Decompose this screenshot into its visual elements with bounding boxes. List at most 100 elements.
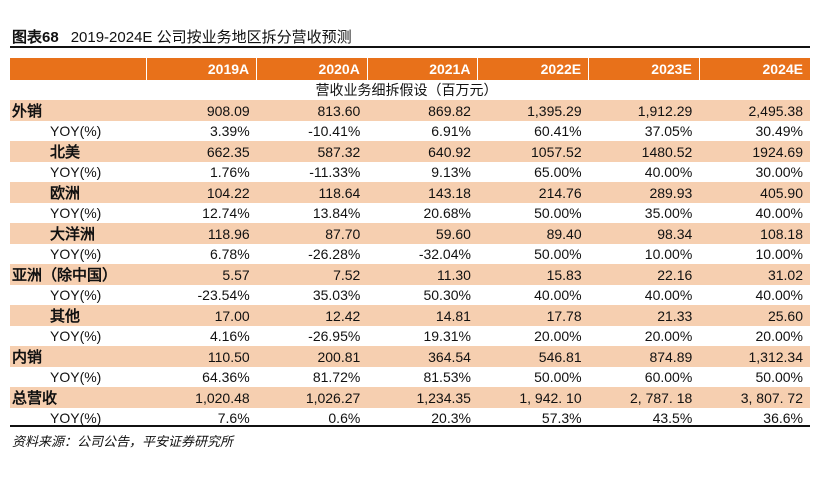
table-cell: 40.00% xyxy=(588,285,700,305)
table-cell: 87.70 xyxy=(256,223,368,244)
table-cell: 40.00% xyxy=(699,285,810,305)
table-cell: 40.00% xyxy=(477,285,589,305)
table-cell: 0.6% xyxy=(256,408,368,428)
table-cell: 20.3% xyxy=(367,408,478,428)
table-cell: -26.95% xyxy=(256,326,368,346)
table-cell: 37.05% xyxy=(588,121,700,141)
region-row: 总营收 1,020.48 1,026.27 1,234.35 1, 942. 10 2, … xyxy=(10,387,810,408)
table-cell: 35.00% xyxy=(588,203,700,223)
top-rule xyxy=(10,46,810,48)
table-cell: 7.6% xyxy=(146,408,257,428)
table-cell: 12.74% xyxy=(146,203,257,223)
table-cell: 60.00% xyxy=(588,367,700,387)
table-cell: 9.13% xyxy=(367,162,478,182)
table-cell: 1,395.29 xyxy=(477,100,589,121)
table-cell: 35.03% xyxy=(256,285,368,305)
table-cell: 20.00% xyxy=(588,326,700,346)
table-cell: 14.81 xyxy=(367,305,478,326)
yoy-row: YOY(%) 3.39% -10.41% 6.91% 60.41% 37.05% 30.49… xyxy=(10,121,810,141)
row-label: YOY(%) xyxy=(10,162,146,182)
header-2023e: 2023E xyxy=(588,58,700,80)
row-label: 北美 xyxy=(10,141,146,162)
table-cell: 59.60 xyxy=(367,223,478,244)
table-cell: 20.68% xyxy=(367,203,478,223)
yoy-row: YOY(%) -23.54% 35.03% 50.30% 40.00% 40.00% 40.… xyxy=(10,285,810,305)
revenue-forecast-table: 2019A 2020A 2021A 2022E 2023E 2024E 营收业务… xyxy=(10,58,810,428)
table-cell: 6.91% xyxy=(367,121,478,141)
bottom-rule xyxy=(10,425,810,427)
table-cell: 1057.52 xyxy=(477,141,589,162)
table-cell: 60.41% xyxy=(477,121,589,141)
table-cell: 214.76 xyxy=(477,182,589,203)
row-label: YOY(%) xyxy=(10,203,146,223)
table-cell: 30.49% xyxy=(699,121,810,141)
table-cell: 104.22 xyxy=(146,182,257,203)
table-cell: 31.02 xyxy=(699,264,810,285)
table-cell: 10.00% xyxy=(699,244,810,264)
table-cell: 40.00% xyxy=(699,203,810,223)
table-cell: 3.39% xyxy=(146,121,257,141)
header-corner-cell xyxy=(10,58,147,80)
table-cell: 405.90 xyxy=(699,182,810,203)
region-row: 外销 908.09 813.60 869.82 1,395.29 1,912.29 2,49… xyxy=(10,100,810,121)
row-label: 总营收 xyxy=(10,387,146,408)
yoy-row: YOY(%) 4.16% -26.95% 19.31% 20.00% 20.00% 20.0… xyxy=(10,326,810,346)
figure-title-text: 2019-2024E 公司按业务地区拆分营收预测 xyxy=(70,29,352,46)
header-2019a: 2019A xyxy=(146,58,258,80)
table-cell: 17.00 xyxy=(146,305,257,326)
region-row: 其他 17.00 12.42 14.81 17.78 21.33 25.60 xyxy=(10,305,810,326)
table-cell: 57.3% xyxy=(477,408,589,428)
table-cell: 3, 807. 72 xyxy=(699,387,810,408)
table-cell: 289.93 xyxy=(588,182,700,203)
table-cell: 6.78% xyxy=(146,244,257,264)
header-2022e: 2022E xyxy=(477,58,590,80)
table-cell: 20.00% xyxy=(699,326,810,346)
yoy-row: YOY(%) 12.74% 13.84% 20.68% 50.00% 35.00% 40.0… xyxy=(10,203,810,223)
table-cell: 874.89 xyxy=(588,346,700,367)
row-label: 大洋洲 xyxy=(10,223,146,244)
table-cell: -10.41% xyxy=(256,121,368,141)
table-cell: 1,020.48 xyxy=(146,387,257,408)
table-cell: 5.57 xyxy=(146,264,257,285)
yoy-row: YOY(%) 1.76% -11.33% 9.13% 65.00% 40.00% 30.00… xyxy=(10,162,810,182)
table-cell: 19.31% xyxy=(367,326,478,346)
yoy-row: YOY(%) 7.6% 0.6% 20.3% 57.3% 43.5% 36.6% xyxy=(10,408,810,428)
table-cell: 1,234.35 xyxy=(367,387,478,408)
source-note: 资料来源：公司公告，平安证券研究所 xyxy=(12,434,234,449)
row-label: YOY(%) xyxy=(10,326,146,346)
yoy-row: YOY(%) 6.78% -26.28% -32.04% 50.00% 10.00% 10.… xyxy=(10,244,810,264)
table-cell: 50.00% xyxy=(477,244,589,264)
table-cell: 36.6% xyxy=(699,408,810,428)
table-cell: -32.04% xyxy=(367,244,478,264)
table-cell: 908.09 xyxy=(146,100,257,121)
table-cell: 1,912.29 xyxy=(588,100,700,121)
table-cell: 81.53% xyxy=(367,367,478,387)
table-cell: 1,026.27 xyxy=(256,387,368,408)
table-cell: 640.92 xyxy=(367,141,478,162)
table-caption: 营收业务细拆假设（百万元） xyxy=(10,80,810,100)
table-cell: 21.33 xyxy=(588,305,700,326)
table-cell: 7.52 xyxy=(256,264,368,285)
row-label: YOY(%) xyxy=(10,408,146,428)
table-cell: -23.54% xyxy=(146,285,257,305)
table-cell: 546.81 xyxy=(477,346,589,367)
row-label: 外销 xyxy=(10,100,146,121)
region-row: 大洋洲 118.96 87.70 59.60 89.40 98.34 108.18 xyxy=(10,223,810,244)
table-cell: 22.16 xyxy=(588,264,700,285)
table-caption-row: 营收业务细拆假设（百万元） xyxy=(10,80,810,100)
row-label: 亚洲（除中国） xyxy=(10,264,146,285)
table-header-row: 2019A 2020A 2021A 2022E 2023E 2024E xyxy=(10,58,810,80)
table-cell: 98.34 xyxy=(588,223,700,244)
table-cell: 200.81 xyxy=(256,346,368,367)
table-cell: 12.42 xyxy=(256,305,368,326)
region-row: 北美 662.35 587.32 640.92 1057.52 1480.52 1924.6… xyxy=(10,141,810,162)
table-cell: 1.76% xyxy=(146,162,257,182)
table-cell: 10.00% xyxy=(588,244,700,264)
row-label: YOY(%) xyxy=(10,121,146,141)
table-cell: 20.00% xyxy=(477,326,589,346)
region-row: 内销 110.50 200.81 364.54 546.81 874.89 1,312.34 xyxy=(10,346,810,367)
table-cell: 869.82 xyxy=(367,100,478,121)
row-label: YOY(%) xyxy=(10,285,146,305)
table-cell: 50.00% xyxy=(477,367,589,387)
table-cell: 13.84% xyxy=(256,203,368,223)
